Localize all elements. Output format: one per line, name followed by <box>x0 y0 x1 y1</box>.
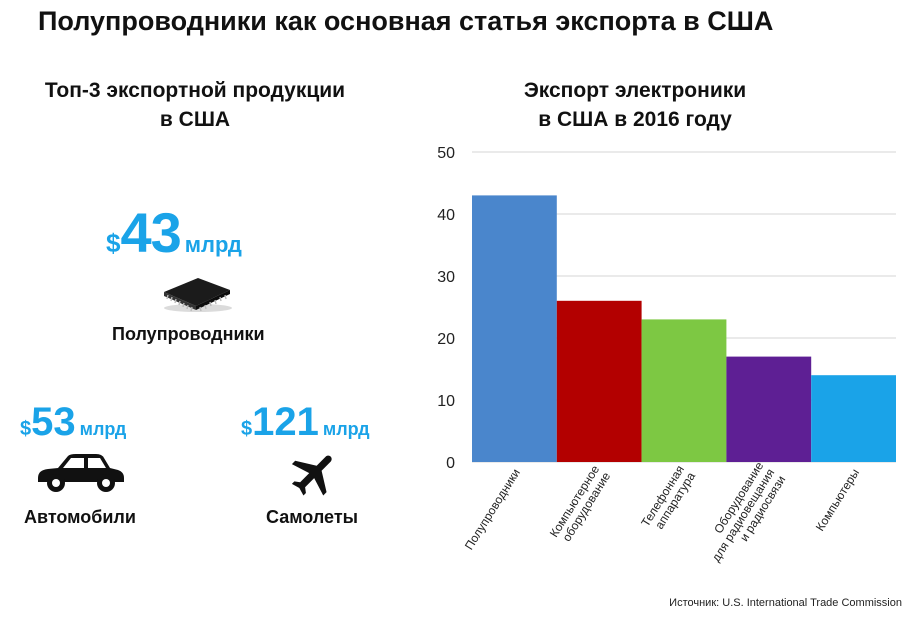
chart-title: Экспорт электроники в США в 2016 году <box>470 76 800 134</box>
amount-unit: млрд <box>184 232 242 257</box>
y-axis-ticks: 0 10 20 30 40 50 <box>437 145 455 472</box>
bar <box>641 319 727 462</box>
source-note: Источник: U.S. International Trade Commi… <box>669 597 902 609</box>
bar <box>556 300 642 462</box>
page-title: Полупроводники как основная статья экспо… <box>38 6 774 36</box>
y-tick-label: 20 <box>437 331 455 348</box>
x-tick-text: Телефоннаяаппаратура <box>638 462 698 536</box>
cars-amount: $53 млрд <box>20 400 126 445</box>
x-axis-labels: Полупроводники Компьютерноеоборудование Те… <box>462 459 862 571</box>
amount-value: 121 <box>252 400 319 444</box>
amount-value: 53 <box>31 400 76 444</box>
airplane-icon <box>291 455 332 496</box>
y-tick-label: 0 <box>446 455 455 472</box>
amount-unit: млрд <box>322 419 370 439</box>
x-tick-line: Компьютеры <box>813 466 862 533</box>
bar <box>726 356 812 462</box>
y-tick-label: 40 <box>437 207 455 224</box>
cars-label: Автомобили <box>24 507 136 527</box>
y-tick-label: 30 <box>437 269 455 286</box>
top3-title-line2: в США <box>159 108 231 131</box>
amount-unit: млрд <box>79 419 127 439</box>
chart-bars <box>472 195 896 462</box>
semiconductors-amount: $43 млрд <box>106 200 242 265</box>
top3-title: Топ-3 экспортной продукции в США <box>0 76 390 134</box>
airplanes-label: Самолеты <box>266 507 359 527</box>
x-tick-text: Полупроводники <box>462 466 523 552</box>
x-tick-line: Полупроводники <box>462 466 523 552</box>
currency-sign: $ <box>106 228 121 258</box>
x-tick-label: Полупроводники <box>462 466 523 552</box>
chart-title-line2: в США в 2016 году <box>538 108 732 131</box>
chart-title-line1: Экспорт электроники <box>523 79 747 102</box>
y-tick-label: 50 <box>437 145 455 162</box>
x-tick-label: Компьютеры <box>813 466 862 533</box>
x-tick-label: Оборудованиедля радиовещанияи радиосвязи <box>698 459 789 571</box>
y-tick-label: 10 <box>437 393 455 410</box>
airplanes-amount: $121 млрд <box>241 400 370 445</box>
chip-icon <box>164 278 232 312</box>
x-tick-text: Компьютеры <box>813 466 862 533</box>
amount-value: 43 <box>120 201 181 264</box>
top3-title-line1: Топ-3 экспортной продукции <box>44 79 346 102</box>
bar <box>811 375 896 462</box>
x-tick-label: Компьютерноеоборудование <box>547 462 614 546</box>
bar <box>472 195 557 462</box>
currency-sign: $ <box>241 418 253 440</box>
currency-sign: $ <box>20 418 32 440</box>
x-tick-label: Телефоннаяаппаратура <box>638 462 698 536</box>
x-tick-text: Оборудованиедля радиовещанияи радиосвязи <box>698 459 789 571</box>
semiconductors-label: Полупроводники <box>112 324 265 344</box>
x-tick-text: Компьютерноеоборудование <box>547 462 614 546</box>
car-icon <box>38 454 124 492</box>
